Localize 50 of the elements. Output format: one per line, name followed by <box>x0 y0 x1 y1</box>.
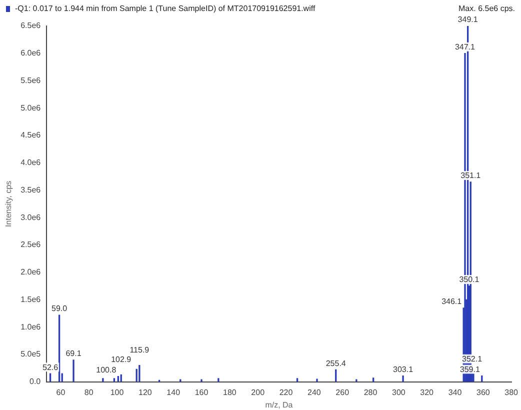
y-tick-label: 3.5e6 <box>20 185 42 194</box>
annotation: 102.9 <box>111 354 132 364</box>
x-tick-label: 280 <box>364 388 378 397</box>
annotation: 115.9 <box>130 346 150 355</box>
y-tick-label: 3.0e6 <box>20 212 42 222</box>
x-axis-title: m/z, Da <box>265 400 294 410</box>
annotation: 59.0 <box>52 304 68 314</box>
y-tick-label: 0.0 <box>29 377 42 386</box>
annotation: 347.1 <box>454 42 476 52</box>
x-tick-label: 320 <box>420 388 434 397</box>
annotation: 255.4 <box>326 358 346 368</box>
y-tick-label: 5.0e6 <box>20 103 42 112</box>
annotation: 100.8 <box>96 366 117 375</box>
x-tick-label: 180 <box>223 388 237 397</box>
y-tick-label: 2.5e6 <box>20 240 42 250</box>
y-tick-label: 6.0e6 <box>20 48 42 58</box>
x-tick-label: 120 <box>138 388 152 397</box>
x-tick-label: 260 <box>336 388 350 397</box>
y-tick-label: 6.5e6 <box>20 21 42 30</box>
x-tick-label: 380 <box>504 388 519 397</box>
chart-title: -Q1: 0.017 to 1.944 min from Sample 1 (Tune SampleID) of MT20170919162591.wiff <box>15 4 316 13</box>
x-tick-label: 140 <box>166 388 181 397</box>
x-tick-label: 160 <box>194 388 209 397</box>
x-tick-label: 220 <box>279 388 294 397</box>
annotation: 352.1 <box>462 354 483 364</box>
text: Max. 6.5e6 cps. <box>458 4 515 13</box>
annotation: 350.1 <box>459 275 480 284</box>
annotation: 351.1 <box>460 171 482 180</box>
y-tick-label: 4.0e6 <box>20 158 42 168</box>
y-tick-label: 5.0e5 <box>20 350 42 359</box>
y-tick-label: 1.0e6 <box>20 322 42 332</box>
x-tick-label: 240 <box>308 388 322 397</box>
annotation: 69.1 <box>66 349 82 358</box>
y-tick-label: 4.5e6 <box>20 130 42 140</box>
annotation: 303.1 <box>393 364 414 374</box>
annotation: 359.1 <box>460 364 480 374</box>
x-tick-label: 80 <box>84 388 94 397</box>
x-tick-label: 60 <box>56 388 66 397</box>
x-tick-label: 300 <box>392 388 406 397</box>
annotation: 346.1 <box>442 297 462 306</box>
x-tick-label: 100 <box>110 388 124 397</box>
x-tick-label: 360 <box>476 388 490 397</box>
y-tick-label: 2.0e6 <box>20 268 42 277</box>
y-axis-title: Intensity, cps <box>4 180 14 227</box>
x-tick-label: 340 <box>448 388 462 397</box>
annotation: 349.1 <box>458 15 478 24</box>
x-tick-label: 200 <box>251 388 266 397</box>
annotation: 52.6 <box>42 362 59 372</box>
y-tick-label: 1.5e6 <box>20 294 42 304</box>
y-tick-label: 5.5e6 <box>20 76 42 85</box>
